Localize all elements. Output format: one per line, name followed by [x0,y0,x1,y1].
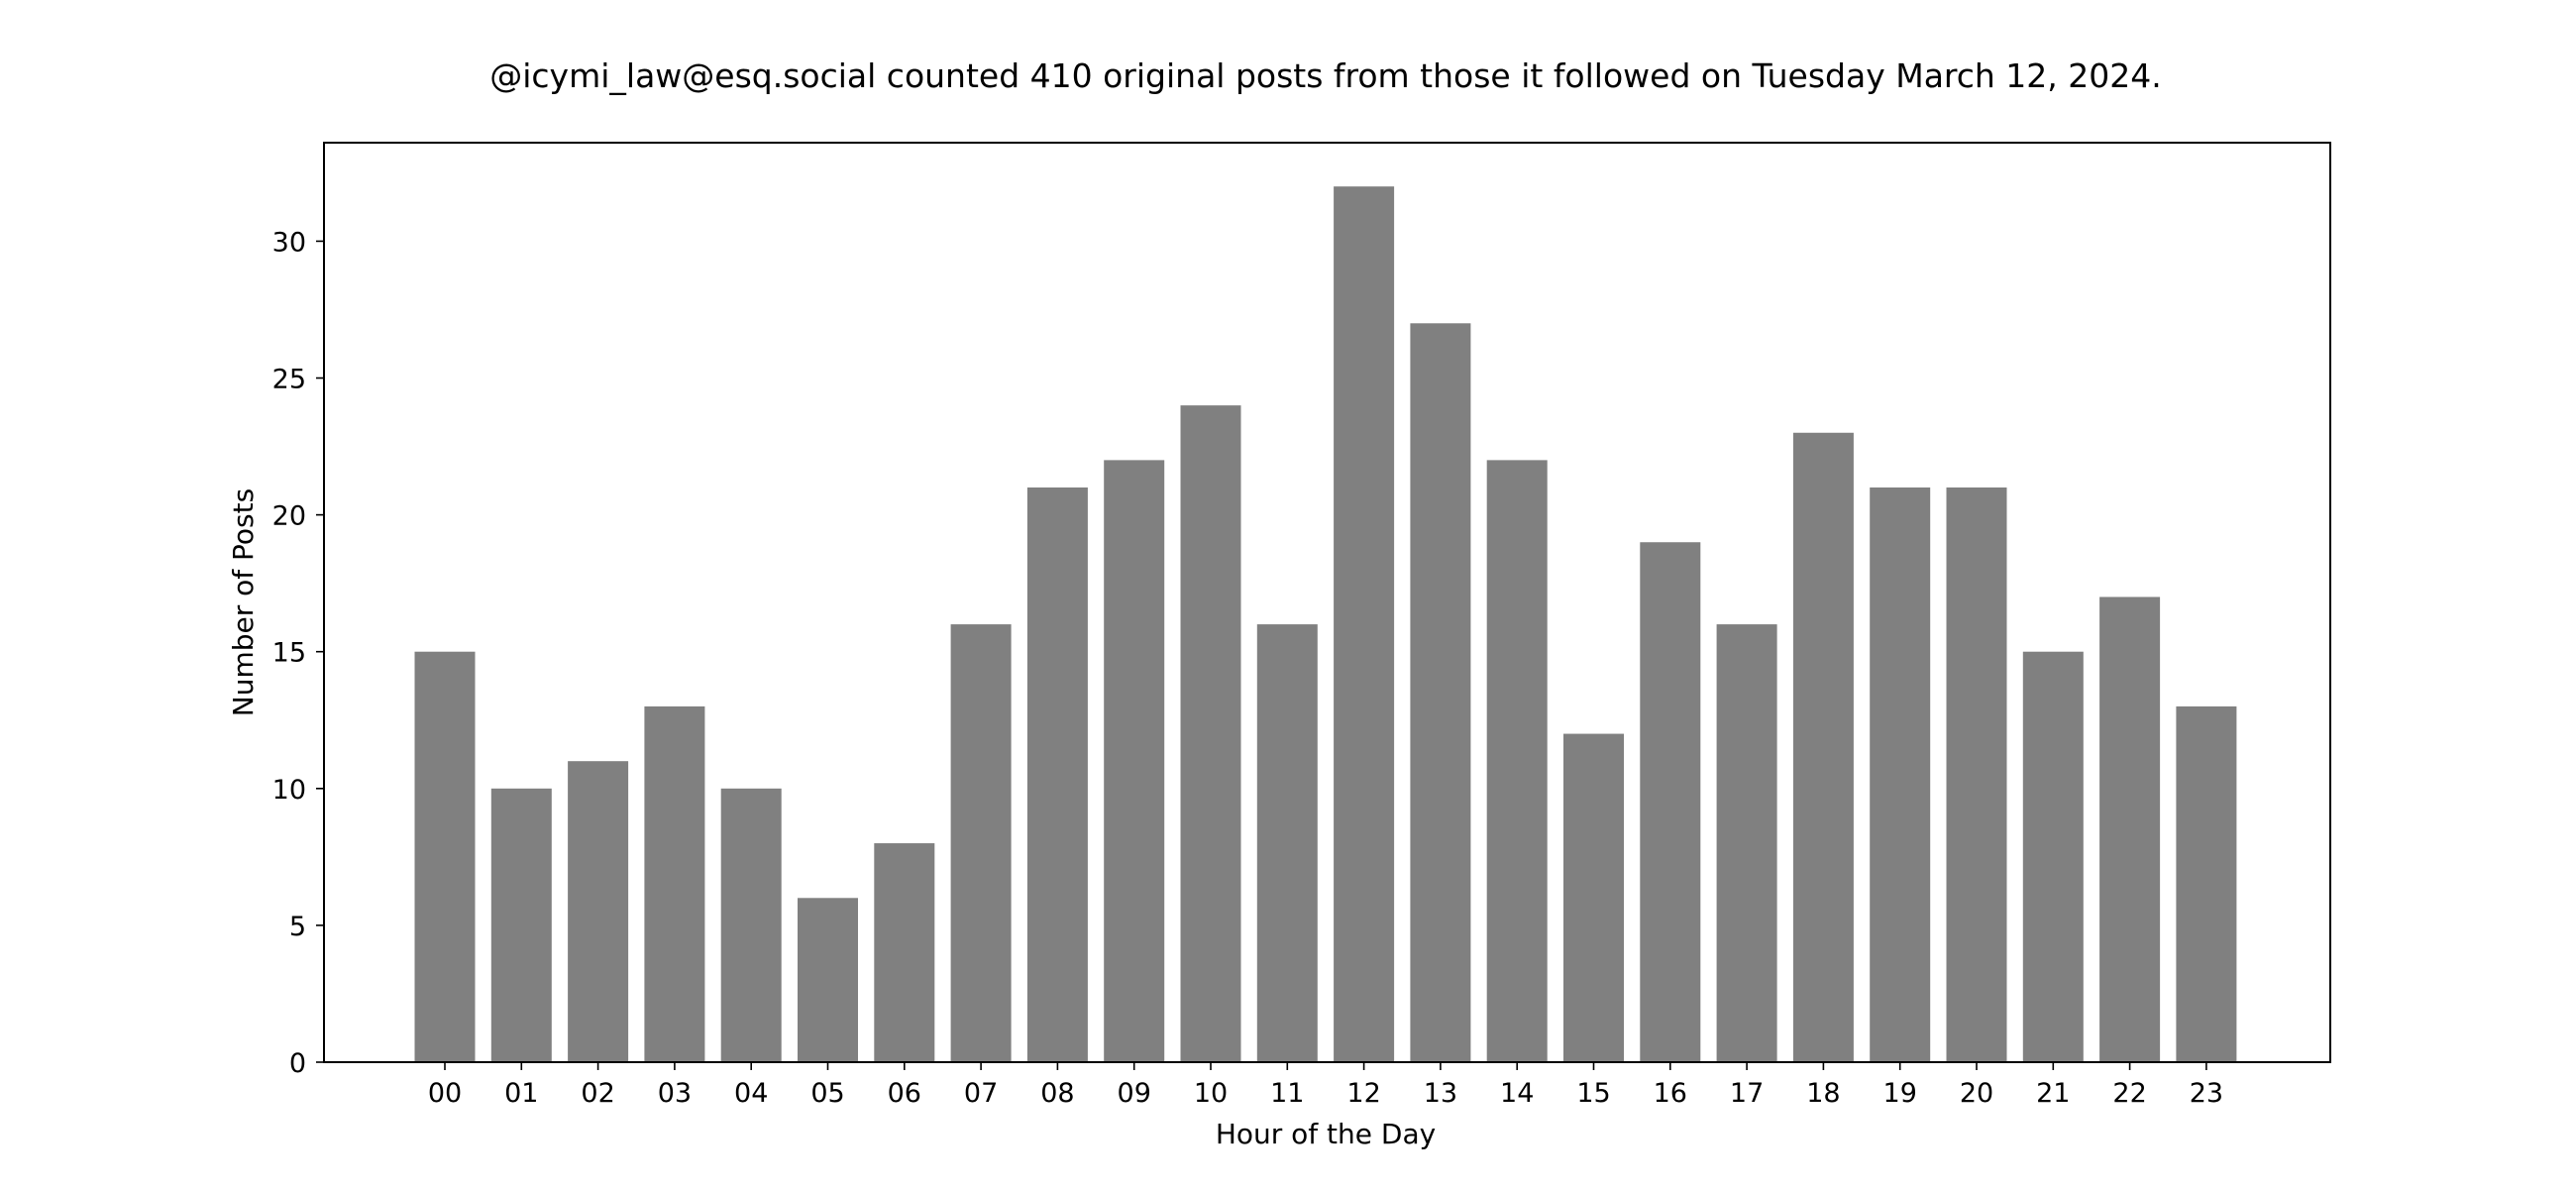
x-tick-label: 16 [1654,1078,1687,1109]
bar-hour-18 [1792,432,1854,1062]
bar-hour-20 [1946,487,2007,1062]
y-ticks-group: 0 5 10 15 20 25 30 [272,227,324,1079]
bar-hour-03 [644,705,705,1062]
x-tick-label: 02 [581,1078,614,1109]
bar-hour-23 [2176,705,2237,1062]
y-axis-label: Number of Posts [227,488,260,716]
plot-area-frame [323,142,2331,1063]
x-tick-label: 14 [1500,1078,1534,1109]
x-tick-label: 04 [734,1078,768,1109]
y-tick-label: 30 [272,227,306,258]
bar-hour-15 [1563,733,1624,1062]
x-tick-label: 10 [1194,1078,1228,1109]
y-tick-label: 5 [289,912,306,942]
x-tick-label: 06 [888,1078,921,1109]
y-tick-label: 20 [272,501,306,532]
x-tick-label: 05 [810,1078,844,1109]
bar-hour-09 [1104,460,1165,1062]
y-tick-label: 25 [272,365,306,395]
x-tick-label: 17 [1730,1078,1764,1109]
bar-hour-17 [1716,624,1777,1062]
x-tick-label: 15 [1576,1078,1610,1109]
x-tick-label: 00 [428,1078,462,1109]
x-tick-label: 09 [1118,1078,1151,1109]
y-tick-label: 15 [272,638,306,669]
x-tick-label: 21 [2036,1078,2070,1109]
bar-hour-22 [2099,596,2161,1062]
x-tick-label: 22 [2112,1078,2146,1109]
y-tick-label: 0 [289,1048,306,1079]
bar-hour-14 [1486,460,1548,1062]
bar-hour-12 [1334,186,1395,1062]
x-tick-label: 13 [1424,1078,1457,1109]
x-tick-label: 19 [1883,1078,1917,1109]
bar-hour-04 [720,788,782,1062]
bar-hour-08 [1026,487,1088,1062]
bar-hour-06 [874,843,935,1062]
x-tick-label: 18 [1806,1078,1840,1109]
bar-hour-10 [1180,405,1241,1062]
x-axis-label: Hour of the Day [1216,1118,1436,1150]
x-tick-label: 12 [1346,1078,1380,1109]
bar-hour-05 [798,898,858,1062]
bar-hour-13 [1410,323,1471,1062]
x-ticks-group: 00 01 02 03 04 05 06 07 08 09 10 11 12 13 14 15 16 17 18 19… [428,1062,2223,1109]
bar-hour-07 [950,624,1012,1062]
x-tick-label: 03 [658,1078,692,1109]
x-tick-label: 08 [1040,1078,1074,1109]
bar-hour-21 [2022,651,2084,1062]
x-tick-label: 07 [964,1078,998,1109]
bar-hour-01 [490,788,552,1062]
chart-title: @icymi_law@esq.social counted 410 origin… [489,56,2162,95]
bar-hour-19 [1870,487,1931,1062]
y-tick-label: 10 [272,775,306,806]
bar-hour-02 [568,761,629,1062]
bar-hour-00 [414,651,476,1062]
x-tick-label: 01 [504,1078,538,1109]
bar-hour-11 [1256,624,1318,1062]
x-tick-label: 11 [1270,1078,1304,1109]
bar-hour-16 [1640,542,1701,1062]
x-tick-label: 20 [1960,1078,1993,1109]
bars-group [414,186,2237,1062]
x-tick-label: 23 [2190,1078,2223,1109]
